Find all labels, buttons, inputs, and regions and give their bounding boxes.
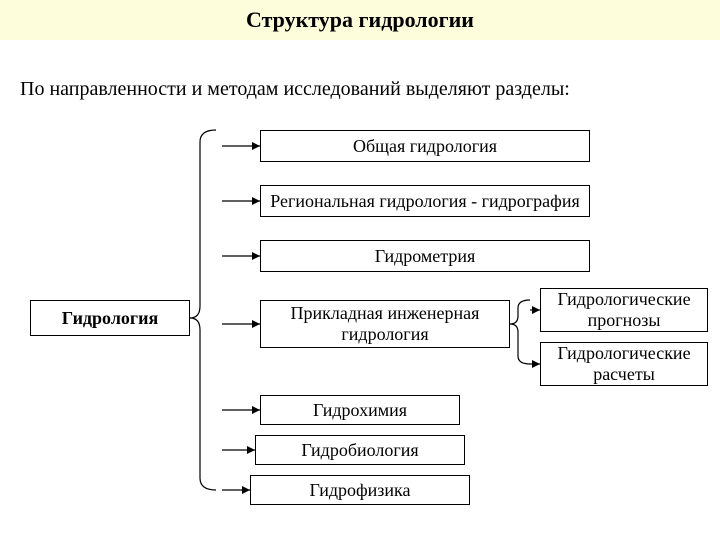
node-subchild: Гидрологические расчеты [540,342,708,386]
slide-canvas: Структура гидрологии По направленности и… [0,0,720,540]
node-branch: Гидрохимия [260,395,460,425]
slide-title: Структура гидрологии [246,7,474,33]
node-branch: Гидрофизика [250,475,470,505]
title-band: Структура гидрологии [0,0,720,40]
node-branch: Региональная гидрология - гидрография [260,185,590,217]
node-branch: Общая гидрология [260,130,590,162]
node-subchild: Гидрологические прогнозы [540,288,708,332]
node-branch: Прикладная инженерная гидрология [260,300,510,348]
node-branch: Гидрометрия [260,240,590,272]
slide-subtitle: По направленности и методам исследований… [20,78,570,101]
node-branch: Гидробиология [255,435,465,465]
node-root: Гидрология [30,300,190,336]
